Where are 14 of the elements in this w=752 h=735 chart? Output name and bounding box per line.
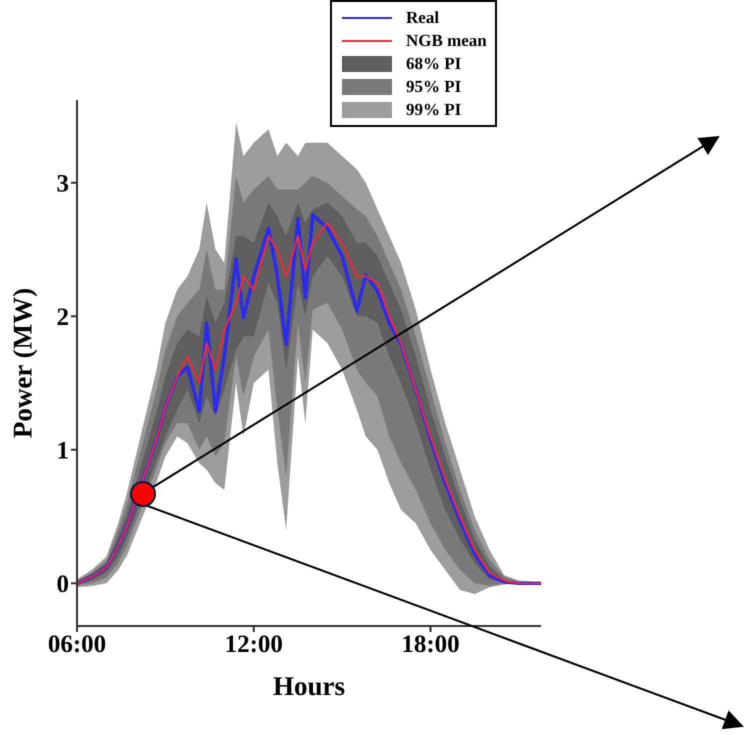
legend-label: 68% PI [406,53,462,75]
y-tick-label: 3 [56,170,69,198]
legend-label: Real [406,7,440,29]
y-tick-label: 2 [56,304,69,332]
legend-label: 99% PI [406,99,462,121]
legend-label: NGB mean [406,30,487,52]
y-axis-title: Power (MW) [8,288,38,438]
y-tick-label: 0 [56,571,69,598]
x-tick-label: 06:00 [48,630,106,658]
legend-label: 95% PI [406,76,462,98]
x-tick-label: 18:00 [401,630,460,658]
x-axis-title: Hours [272,671,346,701]
y-tick-label: 1 [56,438,69,465]
x-tick-label: 12:00 [224,630,283,658]
